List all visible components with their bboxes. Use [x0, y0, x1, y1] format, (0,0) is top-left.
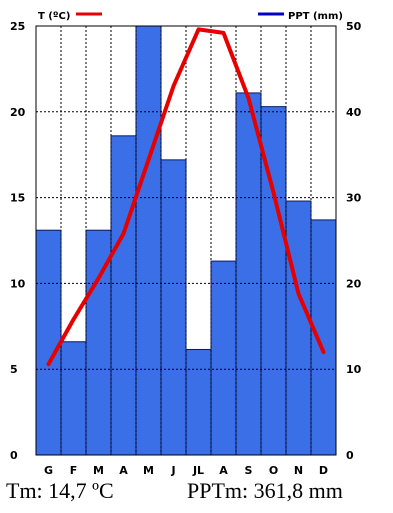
axis-labels: 0 5 10 15 20 25 0 10 20 30 40 50 G F M A M J JL A S O N D — [10, 20, 362, 477]
ppt-bar — [110, 135, 137, 456]
y-right-tick-label: 10 — [346, 363, 362, 376]
y-left-tick-label: 0 — [10, 449, 18, 462]
ppt-bar — [160, 159, 187, 456]
x-tick-label: M — [93, 464, 104, 477]
mean-temperature: Tm: 14,7 ºC — [6, 478, 114, 503]
x-tick-label: F — [70, 464, 78, 477]
legend: T (ºC) PPT (mm) — [38, 11, 343, 22]
y-right-tick-label: 0 — [346, 449, 354, 462]
temperature-line — [46, 27, 326, 367]
y-left-tick-label: 15 — [10, 192, 25, 205]
total-precipitation: PPTm: 361,8 mm — [187, 478, 343, 503]
y-right-tick-label: 30 — [346, 192, 362, 205]
plot-frame — [35, 25, 337, 456]
ppt-bar — [60, 341, 87, 456]
y-right-tick-label: 20 — [346, 277, 362, 290]
caption: Tm: 14,7 ºC PPTm: 361,8 mm — [0, 478, 393, 508]
y-right-tick-label: 40 — [346, 106, 362, 119]
x-tick-label: J — [170, 464, 175, 477]
y-left-tick-label: 25 — [10, 20, 25, 33]
x-tick-label: JL — [192, 464, 204, 477]
ppt-bar — [35, 229, 62, 456]
x-tick-label: G — [44, 464, 53, 477]
y-left-tick-label: 20 — [10, 106, 26, 119]
x-tick-label: A — [219, 464, 228, 477]
temperature-series-line — [46, 27, 326, 367]
x-tick-label: O — [269, 464, 278, 477]
ppt-bars — [35, 25, 337, 456]
x-tick-label: A — [119, 464, 128, 477]
ppt-bar — [310, 219, 337, 456]
x-tick-label: D — [319, 464, 328, 477]
ppt-bar — [210, 260, 237, 456]
x-tick-label: M — [143, 464, 154, 477]
x-tick-label: N — [294, 464, 303, 477]
legend-label-temperature: T (ºC) — [38, 11, 70, 22]
y-left-tick-label: 5 — [10, 363, 18, 376]
y-left-tick-label: 10 — [10, 277, 26, 290]
legend-label-ppt: PPT (mm) — [288, 11, 343, 22]
ppt-bar — [285, 200, 312, 456]
climate-chart: 0 5 10 15 20 25 0 10 20 30 40 50 G F M A M J JL A S O N D T (ºC… — [10, 11, 362, 477]
ppt-bar — [185, 348, 212, 456]
ppt-bar — [235, 92, 262, 456]
grid-lines — [35, 25, 337, 456]
ppt-bar — [135, 25, 162, 456]
x-tick-label: S — [245, 464, 253, 477]
y-right-tick-label: 50 — [346, 20, 362, 33]
